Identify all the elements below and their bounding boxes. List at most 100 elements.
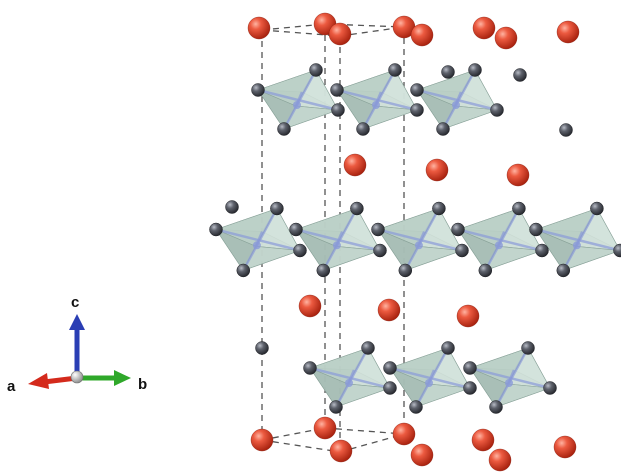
- anion-atom: [383, 381, 397, 395]
- anion-atom: [316, 263, 331, 278]
- cation-atom: [410, 443, 434, 467]
- octahedron-center-atom: [293, 101, 301, 109]
- cation-atom: [343, 153, 367, 177]
- anion-atom: [330, 83, 344, 97]
- a-axis-arrowhead: [28, 373, 49, 389]
- cation-atom: [313, 416, 337, 440]
- anion-atom: [432, 201, 446, 216]
- anion-atom: [441, 65, 455, 79]
- cation-atom: [329, 439, 353, 463]
- cation-atom: [392, 422, 416, 446]
- a-axis-label: a: [7, 378, 16, 395]
- cation-atom: [247, 16, 271, 40]
- cation-atom: [553, 435, 577, 459]
- cation-atom: [328, 22, 352, 46]
- anion-atom: [513, 68, 527, 82]
- anion-atom: [529, 222, 543, 237]
- unit-cell-edge: [324, 427, 405, 435]
- axis-origin-sphere: [70, 370, 84, 384]
- octahedron-center-atom: [425, 379, 433, 387]
- cation-atom: [472, 16, 496, 40]
- anion-atom: [521, 341, 535, 355]
- c-axis-arrowhead: [69, 314, 85, 330]
- anion-atom: [463, 381, 477, 395]
- octahedron: [377, 207, 463, 272]
- anion-atom: [463, 361, 477, 375]
- cation-atom: [410, 23, 434, 47]
- c-axis-label: c: [71, 294, 79, 311]
- anion-atom: [512, 201, 526, 216]
- anion-atom: [331, 103, 345, 117]
- octahedron-center-atom: [414, 241, 423, 250]
- anion-atom: [350, 201, 364, 216]
- anion-atom: [410, 83, 424, 97]
- octahedra-layers: [215, 69, 621, 408]
- anion-atom: [613, 243, 621, 258]
- anion-atom: [451, 222, 465, 237]
- anion-atom: [209, 222, 223, 237]
- anion-atom: [383, 361, 397, 375]
- anion-atom: [409, 400, 423, 414]
- anion-atom: [410, 103, 424, 117]
- octahedron: [389, 347, 471, 408]
- anion-atom: [373, 243, 387, 258]
- axis-triad: c a b: [7, 294, 147, 395]
- octahedron: [416, 69, 498, 130]
- cation-atom: [471, 428, 495, 452]
- anion-atom: [436, 122, 450, 136]
- octahedron-center-atom: [345, 379, 353, 387]
- unit-cell-edge: [261, 439, 341, 453]
- anion-atom: [225, 200, 239, 214]
- anion-atom: [289, 222, 303, 237]
- anion-atom: [535, 243, 549, 258]
- anion-atom: [303, 361, 317, 375]
- anion-atom: [309, 63, 323, 77]
- anion-atom: [255, 341, 269, 355]
- anion-atom: [329, 400, 343, 414]
- octahedron: [215, 207, 301, 272]
- unit-cell-edge: [261, 29, 341, 37]
- octahedron: [295, 207, 381, 272]
- octahedron-center-atom: [372, 101, 380, 109]
- anion-atom: [559, 123, 573, 137]
- anion-atom: [371, 222, 385, 237]
- anion-atom: [489, 400, 503, 414]
- octahedron-center-atom: [505, 379, 513, 387]
- octahedron: [535, 207, 621, 272]
- octahedron: [257, 69, 339, 130]
- b-axis-label: b: [138, 376, 147, 393]
- cation-atom: [425, 158, 449, 182]
- anion-atom: [236, 263, 251, 278]
- octahedron-center-atom: [572, 241, 581, 250]
- anion-atom: [543, 381, 557, 395]
- anion-atom: [441, 341, 455, 355]
- anion-atom: [590, 201, 604, 216]
- anion-atom: [270, 201, 284, 216]
- anion-atom: [556, 263, 571, 278]
- b-axis-arrowhead: [114, 370, 131, 386]
- octahedron: [457, 207, 543, 272]
- anion-atom: [455, 243, 469, 258]
- anion-atom: [251, 83, 265, 97]
- anion-atom: [356, 122, 370, 136]
- octahedron-center-atom: [332, 241, 341, 250]
- cation-atom: [456, 304, 480, 328]
- octahedron: [309, 347, 391, 408]
- cation-atom: [494, 26, 518, 50]
- anion-atom: [468, 63, 482, 77]
- anion-atom: [293, 243, 307, 258]
- octahedron-center-atom: [252, 241, 261, 250]
- octahedron-center-atom: [494, 241, 503, 250]
- cation-atom: [488, 448, 512, 472]
- cation-atom: [556, 20, 580, 44]
- anion-atom: [388, 63, 402, 77]
- octahedron: [336, 69, 418, 130]
- anion-atom: [361, 341, 375, 355]
- octahedron-center-atom: [452, 101, 460, 109]
- cation-atom: [298, 294, 322, 318]
- anion-atom: [490, 103, 504, 117]
- octahedron: [469, 347, 551, 408]
- anion-atom: [277, 122, 291, 136]
- anion-atom: [478, 263, 493, 278]
